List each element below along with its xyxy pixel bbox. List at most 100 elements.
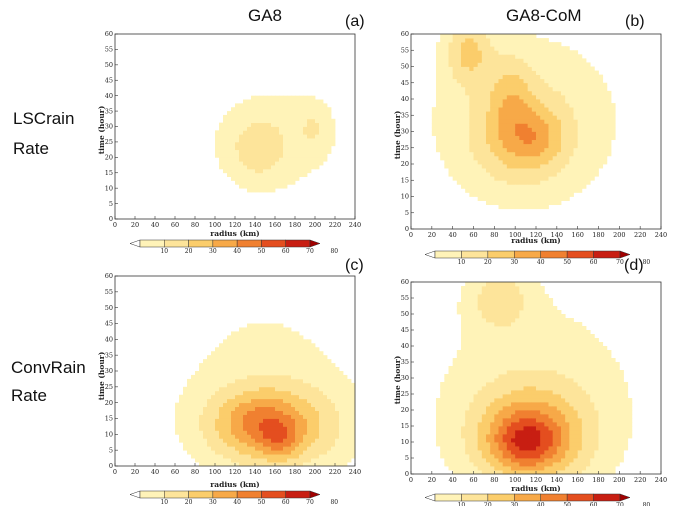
contour-cell: [519, 38, 524, 43]
contour-cell: [452, 111, 458, 116]
contour-cell: [548, 123, 554, 128]
contour-cell: [259, 161, 264, 166]
contour-cell: [473, 378, 479, 383]
contour-cell: [275, 118, 280, 124]
colorbar-tick-label: 30: [510, 259, 518, 266]
contour-cell: [527, 322, 533, 327]
contour-cell: [598, 82, 604, 88]
contour-cell: [477, 58, 483, 63]
colorbar-tick-label: 20: [185, 248, 193, 255]
contour-cell: [536, 358, 541, 363]
x-tick-label: 120: [530, 231, 542, 239]
contour-cell: [523, 151, 529, 157]
contour-cell: [291, 458, 296, 463]
contour-cell: [486, 334, 491, 339]
contour-cell: [287, 359, 292, 364]
contour-cell: [219, 126, 224, 131]
contour-cell: [275, 390, 280, 396]
contour-cell: [498, 406, 504, 411]
contour-cell: [573, 119, 579, 124]
contour-cell: [311, 378, 316, 384]
contour-cell: [556, 131, 562, 136]
contour-cell: [565, 94, 570, 100]
contour-cell: [291, 165, 296, 170]
contour-cell: [486, 143, 491, 149]
contour-cell: [569, 70, 574, 76]
contour-cell: [343, 462, 348, 467]
contour-cell: [195, 402, 200, 408]
contour-cell: [175, 414, 180, 419]
contour-cell: [461, 159, 466, 165]
contour-cell: [283, 454, 288, 459]
contour-cell: [602, 159, 608, 165]
contour-cell: [561, 454, 566, 459]
contour-cell: [506, 362, 512, 367]
contour-cell: [490, 155, 495, 161]
contour-cell: [548, 358, 554, 363]
contour-cell: [331, 458, 336, 463]
contour-cell: [299, 359, 304, 364]
contour-cell: [494, 42, 499, 47]
contour-cell: [581, 74, 587, 80]
contour-cell: [490, 302, 495, 307]
contour-cell: [502, 123, 508, 128]
contour-cell: [544, 398, 549, 403]
contour-cell: [561, 99, 566, 104]
contour-cell: [523, 418, 529, 423]
contour-cell: [319, 386, 324, 392]
contour-cell: [327, 126, 332, 131]
contour-cell: [243, 103, 248, 108]
contour-cell: [477, 458, 483, 463]
contour-cell: [227, 390, 232, 396]
contour-cell: [511, 398, 516, 403]
contour-cell: [219, 442, 224, 447]
contour-cell: [544, 322, 549, 327]
contour-cell: [315, 118, 320, 124]
contour-cell: [263, 327, 268, 332]
contour-cell: [498, 188, 504, 193]
contour-cell: [473, 192, 479, 197]
contour-cell: [456, 164, 462, 169]
contour-cell: [531, 143, 537, 149]
contour-cell: [267, 114, 272, 120]
contour-cell: [287, 355, 292, 360]
contour-cell: [323, 130, 328, 135]
contour-cell: [195, 414, 200, 419]
contour-cell: [279, 343, 284, 348]
contour-cell: [523, 446, 529, 451]
contour-cell: [456, 78, 462, 84]
contour-cell: [452, 414, 458, 419]
contour-cell: [486, 458, 491, 463]
contour-cell: [531, 470, 537, 475]
contour-cell: [299, 374, 304, 380]
contour-cell: [323, 374, 328, 380]
contour-cell: [211, 426, 216, 431]
contour-cell: [279, 138, 284, 143]
contour-cell: [315, 438, 320, 443]
contour-cell: [448, 454, 454, 459]
contour-cell: [311, 462, 316, 467]
contour-cell: [523, 402, 529, 407]
contour-cell: [227, 359, 232, 364]
contour-cell: [323, 103, 328, 108]
contour-cell: [315, 418, 320, 423]
contour-cell: [519, 127, 524, 132]
contour-cell: [223, 426, 228, 431]
contour-cell: [259, 382, 264, 388]
contour-cell: [303, 172, 308, 177]
contour-cell: [452, 466, 458, 471]
contour-cell: [486, 330, 491, 335]
contour-cell: [275, 454, 280, 459]
contour-cell: [469, 164, 474, 169]
contour-cell: [243, 327, 248, 332]
contour-cell: [239, 446, 244, 451]
contour-cell: [527, 446, 533, 451]
contour-cell: [271, 390, 276, 396]
contour-cell: [203, 390, 208, 396]
contour-cell: [215, 371, 220, 376]
contour-cell: [223, 442, 228, 447]
contour-cell: [219, 161, 224, 166]
contour-cell: [531, 103, 537, 108]
contour-cell: [523, 306, 529, 311]
colorbar-tick-label: 10: [458, 259, 466, 266]
